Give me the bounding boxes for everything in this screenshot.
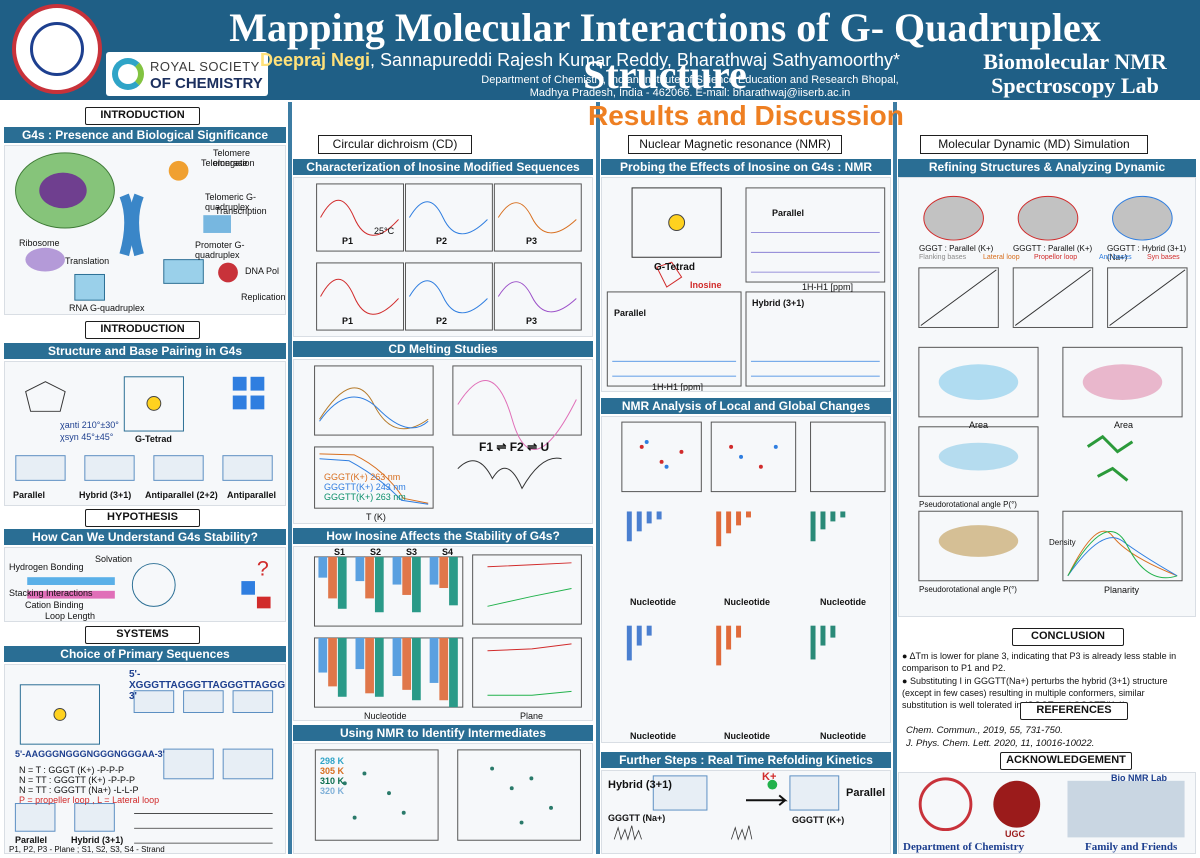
tm-bar bbox=[318, 556, 328, 578]
acknowledgement-label: ACKNOWLEDGEMENT bbox=[1000, 752, 1132, 770]
tm-chart-frame bbox=[313, 637, 464, 708]
poster-title: Mapping Molecular Interactions of G- Qua… bbox=[229, 5, 1101, 97]
g4s-section-bar: G4s : Presence and Biological Significan… bbox=[4, 127, 286, 143]
lab-name: Biomolecular NMR Spectroscopy Lab bbox=[983, 49, 1167, 98]
tm-bar bbox=[412, 637, 421, 701]
tm-bar bbox=[328, 637, 337, 687]
kinetics-figure: Hybrid (3+1) K+ Parallel GGGTT (Na+) GGG… bbox=[601, 770, 891, 854]
tm-bar bbox=[392, 556, 402, 585]
introduction-label: INTRODUCTION bbox=[85, 107, 200, 125]
acknowledgement-figure: Bio NMR Lab UGC Department of Chemistry … bbox=[898, 772, 1196, 854]
stability-section-bar: How Can We Understand G4s Stability? bbox=[4, 529, 286, 545]
structure-section-bar: Structure and Base Pairing in G4s bbox=[4, 343, 286, 359]
tm-bar bbox=[374, 556, 384, 613]
column-divider bbox=[893, 102, 897, 854]
stability-figure: ? Hydrogen Bonding Solvation Stacking In… bbox=[4, 547, 286, 622]
cd-column-header: Circular dichroism (CD) bbox=[318, 135, 472, 154]
tm-bar bbox=[355, 556, 365, 582]
tm-bar bbox=[429, 556, 439, 585]
tm-bar bbox=[449, 556, 458, 606]
sequences-figure: 5'-XGGGTTAGGGTTAGGGTTAGGGY-3' 5'-AAGGGNG… bbox=[4, 664, 286, 854]
tm-bar bbox=[365, 637, 374, 694]
cell-figure: Telomerase Telomere elongation Telomeric… bbox=[4, 145, 286, 315]
results-title: Results and Discussion bbox=[588, 100, 904, 131]
rsc-logo: ROYAL SOCIETY OF CHEMISTRY bbox=[106, 52, 268, 96]
tm-bar bbox=[392, 637, 402, 677]
md-column-header: Molecular Dynamic (MD) Simulation bbox=[920, 135, 1148, 154]
conclusion-item: ● Substituting I in GGGTT(Na+) perturbs … bbox=[902, 676, 1168, 710]
tm-bar bbox=[365, 556, 374, 599]
tm-bar bbox=[318, 637, 328, 673]
reference-item: Chem. Commun., 2019, 55, 731-750. bbox=[906, 725, 1063, 736]
affiliation: Department of Chemistry, Indian Institut… bbox=[481, 74, 899, 99]
tm-bar bbox=[402, 556, 412, 595]
iiser-logo bbox=[12, 4, 102, 94]
base-pairing-figure: G-Tetrad χanti 210°±30° χsyn 45°±45° Par… bbox=[4, 361, 286, 506]
tm-bar bbox=[412, 556, 421, 613]
cd-melting-figure: GGGT(K+) 263 nm GGGTT(K+) 243 nm GGGTT(K… bbox=[293, 359, 593, 524]
tm-bar bbox=[449, 637, 458, 708]
md-figure: GGGT : Parallel (K+) GGGTT : Parallel (K… bbox=[898, 177, 1196, 617]
cd-characterization-bar: Characterization of Inosine Modified Seq… bbox=[293, 159, 593, 175]
nmr-probing-figure: G-Tetrad Inosine Parallel Parallel Hybri… bbox=[601, 177, 891, 392]
tm-bar bbox=[337, 637, 347, 697]
nmr-kinetics-bar: Further Steps : Real Time Refolding Kine… bbox=[601, 752, 891, 768]
tm-bar bbox=[328, 556, 337, 599]
nmr-analysis-bar: NMR Analysis of Local and Global Changes bbox=[601, 398, 891, 414]
tm-bar bbox=[439, 637, 449, 701]
tm-bar bbox=[374, 637, 384, 697]
column-divider bbox=[596, 102, 600, 854]
authors: Deepraj Negi, Sannapureddi Rajesh Kumar … bbox=[260, 50, 901, 70]
tm-bar bbox=[337, 556, 347, 609]
nmr-analysis-figure: Nucleotide Nucleotide Nucleotide Nucleot… bbox=[601, 416, 891, 743]
hypothesis-label: HYPOTHESIS bbox=[85, 509, 200, 527]
introduction-label-2: INTRODUCTION bbox=[85, 321, 200, 339]
svg-text:?: ? bbox=[257, 556, 269, 580]
intermediates-figure: 298 K 305 K 310 K 320 K bbox=[293, 743, 593, 854]
tm-bar bbox=[439, 556, 449, 589]
nmr-column-header: Nuclear Magnetic resonance (NMR) bbox=[628, 135, 842, 154]
tm-chart-frame bbox=[313, 556, 464, 627]
conclusion-item: ● ΔTm is lower for plane 3, indicating t… bbox=[902, 651, 1177, 673]
cd-intermediates-bar: Using NMR to Identify Intermediates bbox=[293, 725, 593, 741]
cd-stability-bar: How Inosine Affects the Stability of G4s… bbox=[293, 528, 593, 544]
rsc-mark-icon bbox=[112, 58, 144, 90]
conclusion-label: CONCLUSION bbox=[1012, 628, 1124, 646]
cd-spectra-figure: P1 P2 P3 25°C P1 P2 P3 bbox=[293, 177, 593, 337]
stability-charts-figure: Plane Nucleotide S1 S2 S3 S4 bbox=[293, 546, 593, 721]
tm-bar bbox=[355, 637, 365, 670]
references-label: REFERENCES bbox=[1020, 702, 1128, 720]
column-divider bbox=[288, 102, 292, 854]
cd-melting-bar: CD Melting Studies bbox=[293, 341, 593, 357]
reference-item: J. Phys. Chem. Lett. 2020, 11, 10016-100… bbox=[906, 738, 1095, 749]
primary-sequences-bar: Choice of Primary Sequences bbox=[4, 646, 286, 662]
systems-label: SYSTEMS bbox=[85, 626, 200, 644]
tm-bar bbox=[402, 637, 412, 690]
tm-bar bbox=[429, 637, 439, 683]
nmr-probing-bar: Probing the Effects of Inosine on G4s : … bbox=[601, 159, 891, 175]
